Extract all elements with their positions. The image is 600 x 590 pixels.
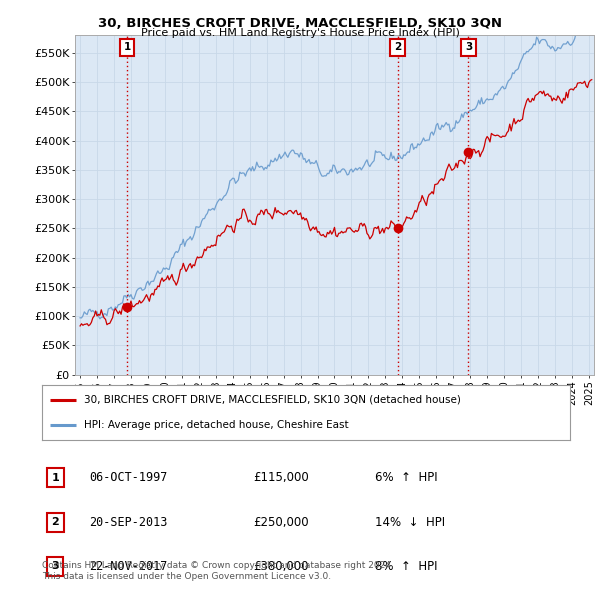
Text: £380,000: £380,000 [253,560,309,573]
Text: 30, BIRCHES CROFT DRIVE, MACCLESFIELD, SK10 3QN (detached house): 30, BIRCHES CROFT DRIVE, MACCLESFIELD, S… [84,395,461,405]
Text: 2: 2 [394,42,401,53]
Text: 2: 2 [52,517,59,527]
Text: HPI: Average price, detached house, Cheshire East: HPI: Average price, detached house, Ches… [84,420,349,430]
Text: £115,000: £115,000 [253,471,309,484]
Text: Price paid vs. HM Land Registry's House Price Index (HPI): Price paid vs. HM Land Registry's House … [140,28,460,38]
Text: 30, BIRCHES CROFT DRIVE, MACCLESFIELD, SK10 3QN: 30, BIRCHES CROFT DRIVE, MACCLESFIELD, S… [98,17,502,30]
Text: £250,000: £250,000 [253,516,309,529]
Text: 6%  ↑  HPI: 6% ↑ HPI [374,471,437,484]
Text: Contains HM Land Registry data © Crown copyright and database right 2024.: Contains HM Land Registry data © Crown c… [42,560,394,569]
Text: 3: 3 [52,562,59,571]
Text: 1: 1 [124,42,131,53]
Text: This data is licensed under the Open Government Licence v3.0.: This data is licensed under the Open Gov… [42,572,331,581]
Text: 8%  ↑  HPI: 8% ↑ HPI [374,560,437,573]
Text: 14%  ↓  HPI: 14% ↓ HPI [374,516,445,529]
Text: 06-OCT-1997: 06-OCT-1997 [89,471,168,484]
Text: 1: 1 [52,473,59,483]
Text: 3: 3 [465,42,472,53]
Text: 20-SEP-2013: 20-SEP-2013 [89,516,168,529]
Text: 22-NOV-2017: 22-NOV-2017 [89,560,168,573]
